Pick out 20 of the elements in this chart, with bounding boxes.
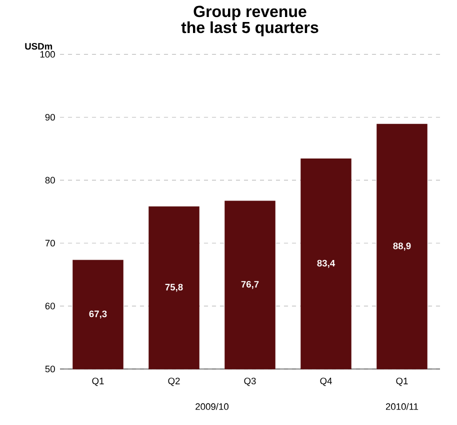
text: 2009/10 [196, 403, 228, 410]
x-tick-label: Q1 [396, 378, 408, 386]
chart-title: Group revenue the last 5 quarters [181, 6, 318, 36]
data-label: 67,3 [89, 310, 107, 319]
y-axis-title: USDm [25, 43, 52, 50]
y-tick-label: 80 [45, 176, 55, 184]
data-label: 83,4 [317, 260, 336, 268]
x-tick-label: Q4 [320, 378, 332, 386]
data-label: 88,9 [393, 242, 411, 251]
x-tick-label: Q1 [92, 378, 104, 386]
y-tick-label: 100 [40, 51, 55, 58]
x-tick-label: Q3 [244, 378, 256, 386]
y-tick-label: 90 [45, 114, 55, 121]
text: 2010/11 [386, 403, 418, 410]
data-label: 76,7 [241, 281, 259, 289]
x-tick-label: Q2 [168, 378, 180, 386]
data-label: 75,8 [165, 284, 183, 292]
y-tick-label: 60 [45, 302, 55, 310]
y-tick-label: 50 [45, 366, 55, 372]
y-tick-label: 70 [45, 240, 55, 246]
